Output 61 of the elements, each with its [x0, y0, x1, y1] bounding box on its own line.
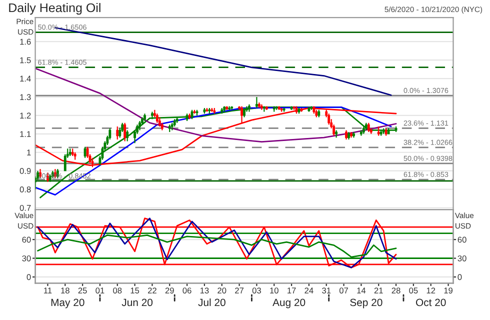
x-tick-label: 10	[270, 288, 278, 294]
x2-tick-label: Sep 20	[350, 298, 382, 308]
x-tick-label: 11	[44, 288, 52, 294]
x2-tick-label: Jul 20	[198, 298, 226, 306]
x2-tick-label: Aug 20	[272, 298, 306, 308]
x-tick-label: 01	[96, 288, 104, 294]
y-tick-label: 0.7	[20, 204, 31, 211]
y-tick-label: 1.5	[20, 57, 31, 64]
x-tick-label: 21	[374, 288, 383, 294]
candlestick	[156, 113, 158, 124]
x-tick-label: 05	[409, 288, 418, 294]
x-tick-label: 29	[165, 288, 174, 294]
x-tick-label: 27	[235, 288, 244, 294]
x-tick-label: 07	[339, 288, 348, 294]
y-tick-label: 1.6	[20, 38, 31, 45]
x-tick-label: 15	[130, 288, 140, 294]
candlestick	[158, 116, 161, 128]
x-tick-label: 24	[304, 288, 314, 294]
x-tick-label: 28	[392, 288, 400, 294]
y-tick-label: 1	[27, 150, 31, 156]
chart-title: Daily Heating Oil	[9, 2, 100, 15]
y-tick-label: 0.9	[20, 168, 31, 174]
candlestick	[328, 113, 330, 126]
line-series	[35, 68, 397, 143]
x-tick-label: 13	[200, 288, 209, 294]
y2-tick-label: 60	[458, 236, 466, 243]
y-tick-label: 0.8	[20, 186, 31, 192]
candlestick	[116, 126, 119, 140]
x-tick-label: 18	[61, 288, 70, 294]
candlestick	[124, 122, 126, 142]
x-tick-label: 31	[322, 288, 331, 294]
y-tick-label: 60	[22, 236, 31, 243]
x-tick-label: 25	[78, 288, 87, 294]
x-tick-label: 14	[357, 288, 366, 294]
x2-tick-label: May 20	[51, 298, 84, 308]
x-tick-label: 06	[182, 288, 192, 294]
candlestick	[377, 126, 380, 136]
y2-tick-label: 0	[458, 274, 462, 280]
candlestick	[84, 146, 86, 158]
y-tick-label: 0	[26, 274, 31, 280]
x-tick-label: 03	[252, 288, 261, 294]
y-tick-label: 1.2	[20, 112, 31, 118]
x2-tick-label: Jun 20	[122, 298, 153, 306]
candlestick	[138, 120, 141, 131]
candlestick	[367, 122, 370, 133]
candlestick	[126, 130, 129, 142]
x-tick-label: 20	[218, 288, 226, 294]
candlestick	[255, 96, 258, 109]
x-tick-label: 19	[444, 288, 453, 294]
line-series	[35, 107, 397, 166]
x-tick-label: 08	[113, 288, 122, 294]
candlestick	[345, 130, 348, 140]
y-tick-label: 30	[22, 255, 31, 262]
y-tick-label: 1.4	[20, 76, 31, 82]
y2-tick-label: 30	[458, 255, 466, 262]
x-tick-label: 12	[426, 288, 436, 294]
x-tick-label: 17	[288, 288, 296, 294]
x-tick-label: 22	[148, 288, 156, 294]
y-tick-label: 1.3	[20, 94, 31, 100]
y-tick-label: 1.1	[20, 131, 31, 137]
x2-tick-label: Oct 20	[416, 298, 446, 306]
